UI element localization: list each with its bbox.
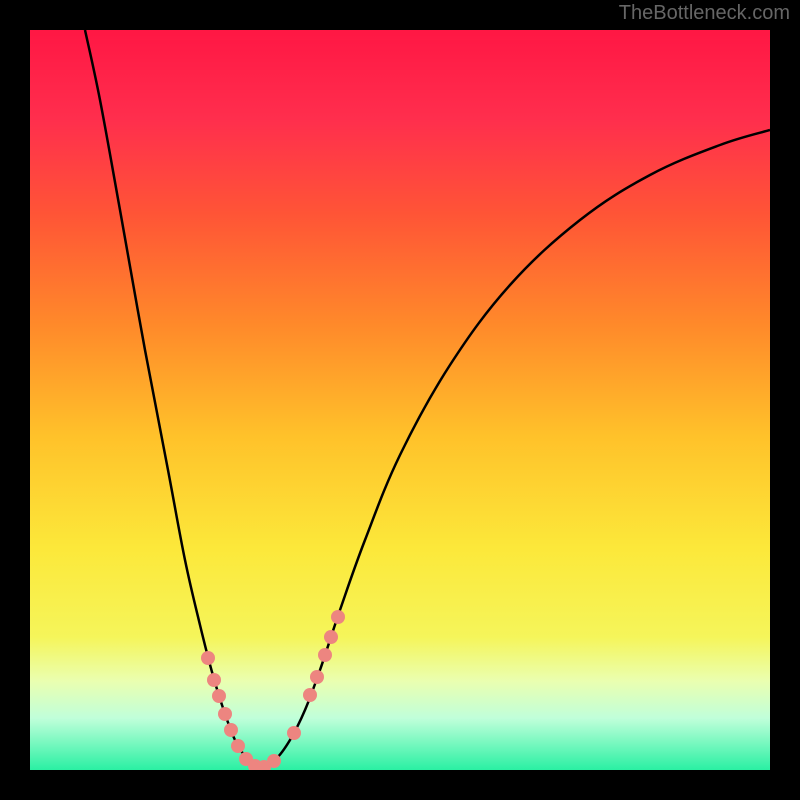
data-point bbox=[207, 673, 221, 687]
chart-background bbox=[30, 30, 770, 770]
data-point bbox=[287, 726, 301, 740]
data-point bbox=[318, 648, 332, 662]
chart-container bbox=[30, 30, 770, 770]
data-point bbox=[231, 739, 245, 753]
data-point bbox=[324, 630, 338, 644]
data-point bbox=[267, 754, 281, 768]
bottleneck-chart bbox=[30, 30, 770, 770]
data-point bbox=[212, 689, 226, 703]
data-point bbox=[310, 670, 324, 684]
data-point bbox=[303, 688, 317, 702]
data-point bbox=[201, 651, 215, 665]
watermark: TheBottleneck.com bbox=[619, 2, 790, 25]
data-point bbox=[224, 723, 238, 737]
data-point bbox=[331, 610, 345, 624]
data-point bbox=[218, 707, 232, 721]
